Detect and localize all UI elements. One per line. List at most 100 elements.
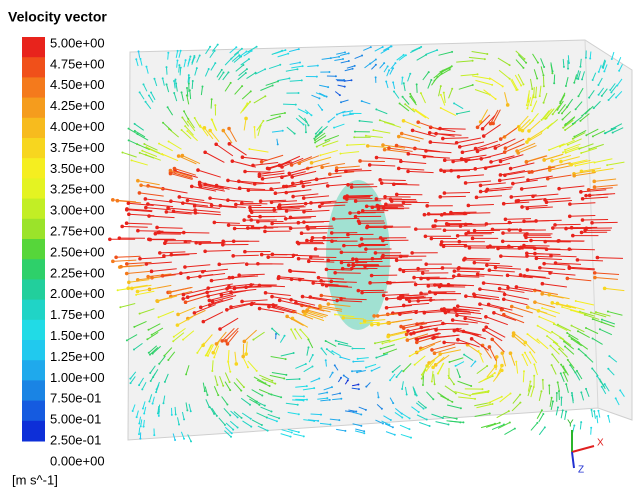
vector-head [519, 228, 523, 232]
vector-head [491, 122, 495, 126]
vector-head [601, 95, 603, 97]
vector-head [330, 239, 334, 243]
vector-head [196, 67, 198, 69]
vector-head [551, 72, 553, 74]
vector-head [298, 413, 300, 415]
vector-head [287, 53, 289, 55]
vector-head [619, 389, 621, 391]
vector-head [428, 71, 430, 73]
vector-head [572, 123, 574, 125]
legend-label: 2.00e+00 [50, 286, 105, 301]
vector-head [456, 267, 460, 271]
vector-head [180, 67, 182, 69]
vector-head [375, 108, 377, 110]
vector-head [128, 139, 130, 141]
vector-head [384, 121, 386, 123]
vector-head [522, 244, 526, 248]
vector-head [464, 159, 468, 163]
vector-head [142, 407, 144, 409]
vector-head [148, 94, 150, 96]
vector-head [326, 259, 330, 263]
vector-head [348, 211, 352, 215]
vector-head [536, 78, 538, 80]
vector-head [169, 199, 173, 203]
vector-head [173, 167, 177, 171]
legend-swatch [22, 199, 45, 220]
vector-head [308, 124, 310, 126]
vector-head [541, 307, 543, 309]
vector-head [509, 78, 511, 80]
vector-head [409, 355, 411, 357]
vector-head [405, 54, 407, 56]
vector-head [309, 255, 313, 259]
vector-head [459, 224, 463, 228]
legend-label: 0.00e+00 [50, 453, 105, 468]
vector-head [136, 278, 140, 282]
vector-head [261, 424, 263, 426]
vector-head [174, 439, 176, 441]
vector-head [226, 403, 228, 405]
vector-head [260, 160, 264, 164]
vector-head [500, 351, 504, 355]
vector-head [133, 326, 135, 328]
vector-head [482, 134, 486, 138]
legend-label: 2.25e+00 [50, 265, 105, 280]
vector-head [145, 262, 149, 266]
vector-head [183, 110, 185, 112]
vector-head [451, 88, 453, 90]
vector-head [348, 60, 350, 62]
legend-swatch [22, 340, 45, 361]
vector-head [271, 411, 273, 413]
vector-head [357, 289, 361, 293]
vector-head [211, 370, 213, 372]
vector-head [352, 361, 354, 363]
vector-head [214, 104, 216, 106]
vector-head [397, 167, 401, 171]
vector-head [386, 335, 390, 339]
vector-head [389, 379, 391, 381]
vector-head [294, 328, 296, 330]
vector-head [332, 372, 334, 374]
vector-head [423, 408, 425, 410]
vector-head [547, 293, 551, 297]
vector-head [593, 185, 597, 189]
vector-head [469, 394, 471, 396]
vector-head [500, 364, 504, 368]
vector-head [338, 343, 340, 345]
vector-head [316, 76, 318, 78]
vector-head [208, 299, 212, 303]
vector-head [375, 64, 377, 66]
vector-head [448, 361, 450, 363]
vector-head [296, 68, 298, 70]
vector-head [502, 313, 506, 317]
vector-head [370, 46, 372, 48]
viewport: Velocity vector 5.00e+004.75e+004.50e+00… [0, 0, 635, 494]
vector-head [289, 269, 293, 273]
vector-head [162, 402, 164, 404]
vector-head [442, 417, 444, 419]
vector-head [203, 183, 207, 187]
vector [394, 184, 420, 185]
vector-head [181, 116, 183, 118]
vector-head [334, 314, 336, 316]
vector-head [557, 187, 561, 191]
vector-head [305, 131, 307, 133]
vector-head [402, 270, 406, 274]
vector-head [584, 194, 588, 198]
vector-head [456, 113, 458, 115]
vector-head [375, 76, 377, 78]
vector-head [409, 73, 411, 75]
vector-head [541, 119, 543, 121]
vector-head [276, 420, 278, 422]
vector-head [135, 58, 137, 60]
legend-swatch [22, 178, 45, 199]
vector-head [181, 91, 183, 93]
vector-head [579, 66, 581, 68]
vector-head [401, 77, 403, 79]
vector-head [415, 109, 417, 111]
vector-head [342, 244, 346, 248]
vector-head [314, 141, 316, 143]
vector-head [510, 305, 514, 309]
vector-head [248, 148, 250, 150]
vector [380, 180, 406, 181]
